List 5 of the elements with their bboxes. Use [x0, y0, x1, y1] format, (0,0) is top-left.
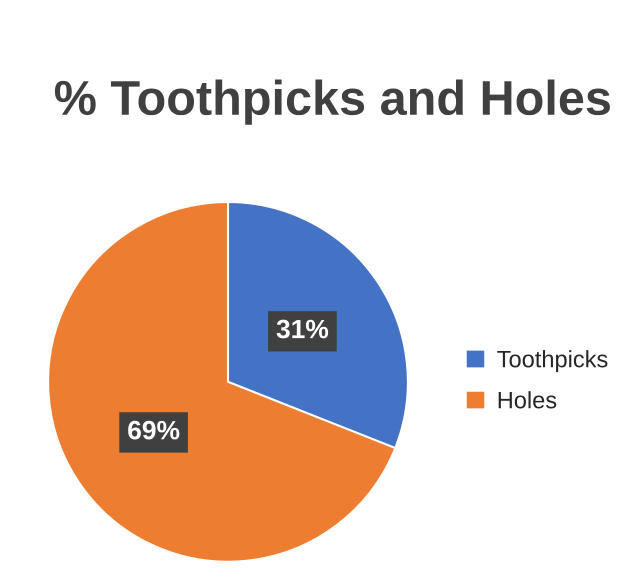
data-label: 31%: [276, 320, 328, 338]
legend-label: Holes: [498, 391, 556, 408]
chart-title: % Toothpicks and Holes: [54, 79, 610, 125]
legend-label: Toothpicks: [497, 350, 608, 372]
data-label: 69%: [128, 420, 180, 440]
